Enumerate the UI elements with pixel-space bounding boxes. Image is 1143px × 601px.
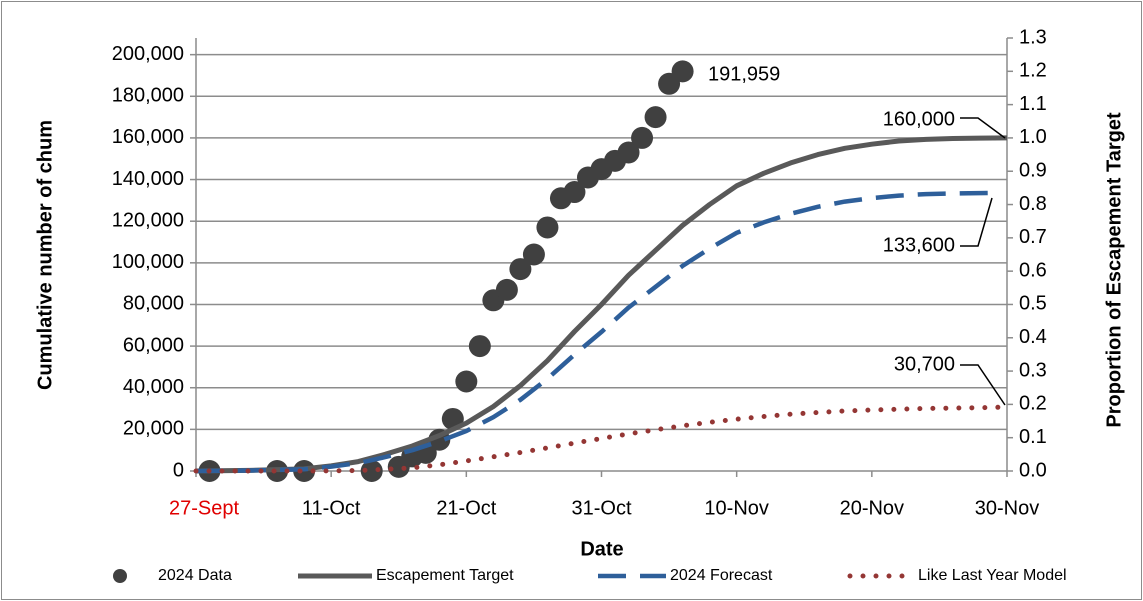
- y2-tick-label: 1.0: [1019, 126, 1047, 148]
- legend-symbol: [113, 569, 127, 583]
- annotation: 160,000: [883, 108, 955, 130]
- y2-axis-title: Proportion of Escapement Target: [1103, 112, 1125, 428]
- y2-tick-label: 0.7: [1019, 226, 1047, 248]
- y2-tick-label: 1.1: [1019, 93, 1047, 115]
- annotation-leader: [960, 364, 1006, 406]
- y2-tick-label: 0.3: [1019, 359, 1047, 381]
- x-tick-label: 27-Sept: [169, 497, 239, 519]
- data-point: [644, 106, 667, 129]
- y2-tick-label: 0.5: [1019, 293, 1047, 315]
- legend-label: 2024 Forecast: [670, 567, 773, 584]
- data-point: [617, 141, 640, 164]
- legend-label: Escapement Target: [376, 567, 514, 584]
- y-tick-label: 60,000: [123, 334, 184, 356]
- annotation: 30,700: [894, 353, 955, 375]
- y-tick-label: 20,000: [123, 418, 184, 440]
- annotation: 133,600: [883, 234, 955, 256]
- y-axis-title: Cumulative number of chum: [34, 120, 56, 390]
- annotation-leader: [960, 117, 1006, 139]
- y2-tick-label: 0.4: [1019, 326, 1047, 348]
- data-point: [563, 181, 586, 204]
- x-tick-label: 20-Nov: [840, 497, 904, 519]
- x-tick-label: 30-Nov: [975, 497, 1039, 519]
- x-tick-label: 21-Oct: [436, 497, 496, 519]
- y2-tick-label: 1.3: [1019, 26, 1047, 48]
- y-tick-label: 80,000: [123, 293, 184, 315]
- annotation-leader: [960, 197, 993, 247]
- series-line: [195, 190, 994, 474]
- data-point: [522, 243, 545, 266]
- data-point: [455, 370, 478, 393]
- data-point: [509, 258, 532, 281]
- y-tick-label: 0: [173, 459, 184, 481]
- y-tick-label: 140,000: [112, 168, 184, 190]
- data-point: [495, 278, 518, 301]
- y2-tick-label: 0.0: [1019, 459, 1047, 481]
- y2-tick-label: 1.2: [1019, 60, 1047, 82]
- y2-tick-label: 0.9: [1019, 160, 1047, 182]
- x-axis-title: Date: [580, 538, 623, 560]
- legend-label: 2024 Data: [158, 567, 232, 584]
- legend-label: Like Last Year Model: [918, 567, 1067, 584]
- y-tick-label: 200,000: [112, 43, 184, 65]
- x-tick-label: 11-Oct: [302, 497, 361, 519]
- y-tick-label: 40,000: [123, 376, 184, 398]
- data-point: [468, 335, 491, 358]
- y-tick-label: 120,000: [112, 209, 184, 231]
- y-tick-label: 100,000: [112, 251, 184, 273]
- series-line: [195, 135, 1008, 474]
- y2-tick-label: 0.1: [1019, 426, 1047, 448]
- y-tick-label: 180,000: [112, 85, 184, 107]
- annotation: 191,959: [708, 63, 780, 85]
- data-point: [360, 460, 383, 482]
- y2-tick-label: 0.8: [1019, 193, 1047, 215]
- y-tick-label: 160,000: [112, 126, 184, 148]
- data-point: [631, 126, 654, 149]
- x-tick-label: 10-Nov: [704, 497, 768, 519]
- y2-tick-label: 0.2: [1019, 393, 1047, 415]
- data-point: [536, 216, 559, 239]
- data-point: [671, 60, 694, 83]
- y2-tick-label: 0.6: [1019, 259, 1047, 281]
- x-tick-label: 31-Oct: [571, 497, 631, 519]
